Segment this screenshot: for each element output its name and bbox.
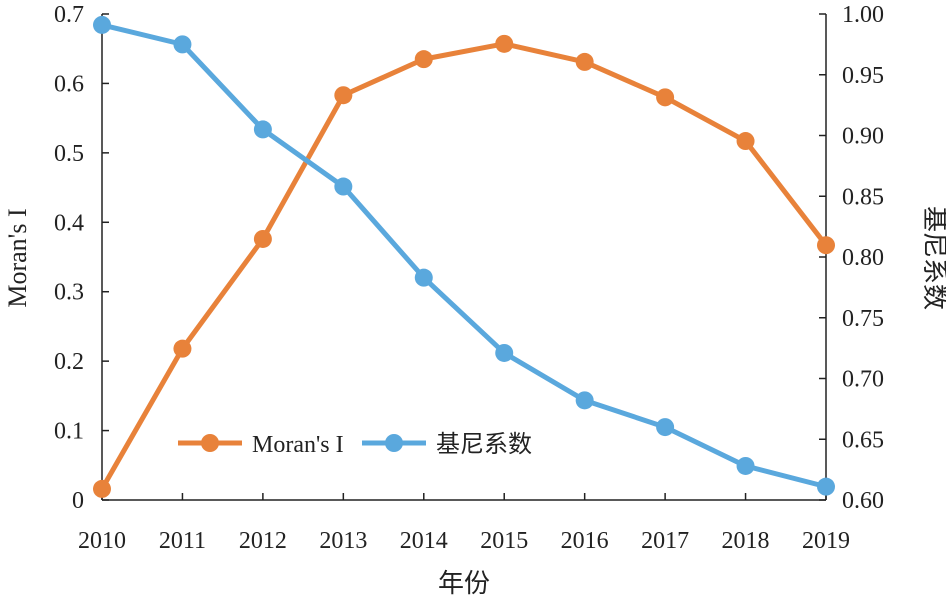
data-point: [495, 34, 514, 53]
legend: Moran's I 基尼系数: [178, 431, 532, 458]
legend-label: Moran's I: [252, 432, 344, 458]
y-tick-label: 0: [72, 488, 84, 514]
series-line: [101, 22, 827, 490]
data-point: [575, 52, 594, 71]
data-point: [173, 35, 192, 54]
x-tick-label: 2016: [561, 528, 609, 554]
y-tick-label: 0.3: [54, 280, 84, 306]
y2-tick-label: 0.60: [842, 488, 884, 514]
data-point: [93, 479, 111, 498]
x-tick-label: 2010: [78, 528, 126, 554]
data-point: [253, 120, 272, 139]
data-point: [817, 477, 835, 496]
y-tick-label: 0.6: [54, 71, 84, 97]
data-point: [495, 343, 514, 362]
axes: 0 0.1 0.2 0.3 0.4 0.5 0.6 0.7 0.60 0.65 0.70 0.75 0.…: [54, 2, 884, 554]
y2-tick-label: 0.90: [842, 124, 884, 150]
y2-tick-label: 0.75: [842, 306, 884, 332]
x-tick-label: 2015: [480, 528, 528, 554]
legend-swatch-marker: [385, 434, 403, 452]
y-tick-label: 0.2: [54, 349, 84, 375]
y2-tick-label: 1.00: [842, 2, 884, 28]
series-line: [99, 41, 828, 491]
x-tick-label: 2018: [722, 528, 770, 554]
data-point: [414, 50, 433, 69]
x-tick-label: 2017: [641, 528, 689, 554]
y-tick-label: 0.5: [54, 141, 84, 167]
data-point: [173, 339, 192, 358]
y-tick-label: 0.4: [54, 210, 84, 236]
data-point: [334, 177, 353, 196]
y2-axis-label: 基尼系数: [920, 206, 946, 310]
x-tick-label: 2011: [159, 528, 206, 554]
x-axis-label: 年份: [438, 569, 490, 598]
x-tick-label: 2013: [319, 528, 367, 554]
data-point: [736, 456, 755, 475]
legend-swatch-marker: [201, 434, 219, 452]
y2-tick-label: 0.80: [842, 245, 884, 271]
y2-tick-label: 0.65: [842, 427, 884, 453]
data-point: [736, 132, 755, 151]
y-tick-label: 0.1: [54, 419, 84, 445]
x-tick-label: 2012: [239, 528, 287, 554]
y2-tick-label: 0.85: [842, 184, 884, 210]
series-group: [93, 15, 835, 498]
y-tick-label: 0.7: [54, 2, 84, 28]
y-axis-label: Moran's I: [3, 208, 32, 307]
data-point: [414, 268, 433, 287]
y2-tick-label: 0.95: [842, 63, 884, 89]
legend-label: 基尼系数: [436, 431, 532, 458]
data-point: [656, 88, 675, 107]
data-point: [575, 391, 594, 410]
data-point: [656, 418, 675, 437]
data-point: [93, 15, 111, 34]
data-point: [817, 236, 835, 255]
data-point: [334, 86, 353, 105]
x-tick-label: 2019: [802, 528, 850, 554]
y2-tick-label: 0.70: [842, 367, 884, 393]
x-tick-label: 2014: [400, 528, 448, 554]
data-point: [253, 229, 272, 248]
